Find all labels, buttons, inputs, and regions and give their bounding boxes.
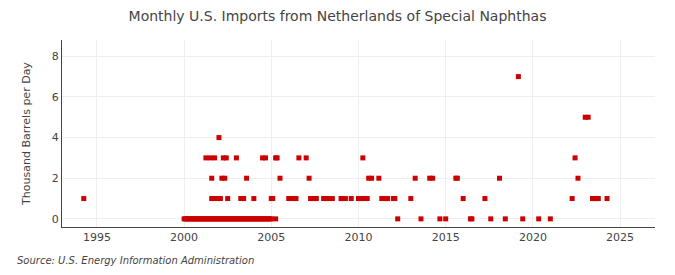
svg-text:8: 8 bbox=[52, 50, 59, 63]
svg-text:4: 4 bbox=[52, 131, 59, 144]
svg-text:0: 0 bbox=[52, 213, 59, 226]
svg-text:Monthly U.S. Imports from Neth: Monthly U.S. Imports from Netherlands of… bbox=[129, 8, 547, 24]
svg-text:1995: 1995 bbox=[83, 231, 111, 244]
svg-text:Source: U.S. Energy Informatio: Source: U.S. Energy Information Administ… bbox=[17, 255, 254, 266]
svg-text:Thousand Barrels per Day: Thousand Barrels per Day bbox=[20, 62, 33, 206]
svg-text:2020: 2020 bbox=[519, 231, 547, 244]
svg-text:2015: 2015 bbox=[432, 231, 460, 244]
svg-text:2010: 2010 bbox=[345, 231, 373, 244]
svg-text:2000: 2000 bbox=[170, 231, 198, 244]
svg-text:2005: 2005 bbox=[257, 231, 285, 244]
svg-text:6: 6 bbox=[52, 91, 59, 104]
svg-text:2025: 2025 bbox=[606, 231, 634, 244]
svg-text:2: 2 bbox=[52, 172, 59, 185]
